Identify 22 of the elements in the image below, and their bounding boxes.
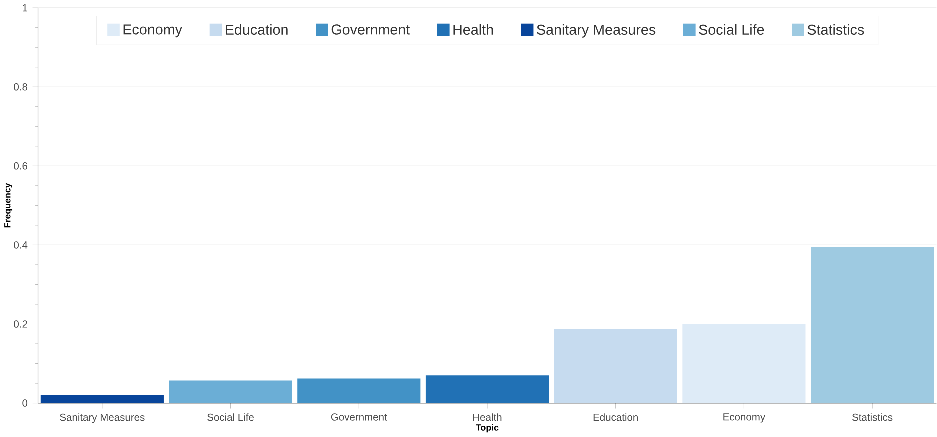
legend-label: Statistics	[808, 24, 864, 35]
y-axis-title: Frequency	[4, 183, 13, 228]
y-tick-label: 0.2	[14, 320, 28, 328]
x-tick-label: Health	[474, 414, 502, 422]
legend-label: Economy	[124, 24, 182, 38]
legend-label: Sanitary Measures	[537, 24, 656, 38]
x-tick-label: Statistics	[852, 414, 893, 422]
legend-label: Health	[454, 24, 494, 35]
x-tick-label: Government	[331, 414, 388, 421]
legend-label: Education	[226, 24, 288, 35]
x-tick-label: Economy	[724, 414, 766, 423]
y-tick-label: 0.6	[14, 162, 28, 170]
y-tick-label: 0	[22, 400, 28, 407]
x-tick-label: Education	[594, 414, 638, 422]
y-tick-label: 0.8	[14, 83, 28, 91]
legend-label: Social Life	[699, 24, 764, 35]
x-axis-title: Topic	[476, 424, 499, 433]
legend-label: Government	[332, 24, 410, 35]
x-tick-label: Sanitary Measures	[60, 414, 145, 424]
y-tick-label: 0.4	[14, 241, 28, 249]
y-tick-label: 1	[23, 4, 28, 12]
x-tick-label: Social Life	[208, 414, 254, 422]
